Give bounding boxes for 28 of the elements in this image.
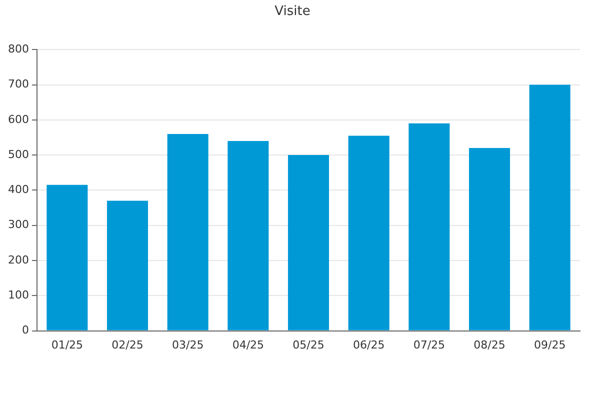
x-tick-label: 01/25 <box>51 338 84 352</box>
bar <box>408 123 450 330</box>
x-tick-label: 05/25 <box>292 338 324 352</box>
bar <box>288 155 330 330</box>
x-tick-label: 03/25 <box>172 338 204 352</box>
y-tick-label: 500 <box>8 148 29 161</box>
x-tick-label: 06/25 <box>352 338 385 352</box>
y-tick-label: 700 <box>8 78 29 91</box>
bar <box>348 136 390 330</box>
bar <box>468 148 510 330</box>
bar <box>106 200 148 330</box>
bar <box>228 140 269 330</box>
bar <box>529 84 570 330</box>
y-tick-label: 100 <box>8 288 29 302</box>
x-tick-label: 04/25 <box>232 338 264 352</box>
y-tick-label: 200 <box>8 253 29 266</box>
y-tick-label: 800 <box>8 42 29 56</box>
bar <box>167 134 208 330</box>
x-tick-label: 09/25 <box>534 338 566 352</box>
chart-title: Visite <box>274 4 310 20</box>
y-tick-label: 400 <box>8 183 29 196</box>
x-tick-label: 07/25 <box>413 338 446 352</box>
y-tick-label: 0 <box>22 324 29 337</box>
x-tick-label: 02/25 <box>112 338 144 352</box>
bar <box>46 184 88 330</box>
y-tick-label: 600 <box>8 112 29 126</box>
x-tick-label: 08/25 <box>474 338 506 352</box>
y-tick-label: 300 <box>8 218 29 232</box>
